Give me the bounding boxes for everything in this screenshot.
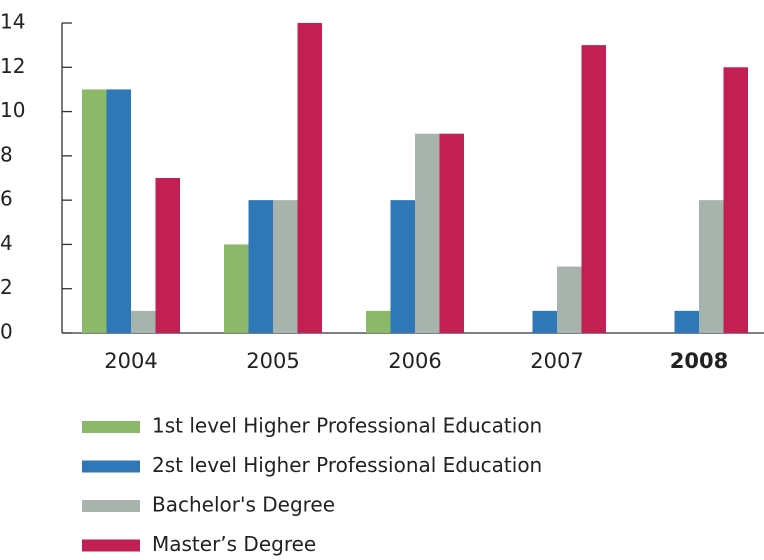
bar [155,178,180,333]
y-tick-label: 4 [0,231,13,255]
x-tick-label: 2008 [670,349,728,373]
bar [674,310,699,333]
bar [390,200,415,333]
legend-swatch [82,460,140,473]
bar [224,244,249,333]
y-tick-label: 0 [0,320,13,344]
bar [82,89,107,333]
y-tick-label: 10 [0,98,25,122]
bar [557,266,582,333]
y-tick-label: 6 [0,187,13,211]
y-tick-label: 14 [0,10,25,34]
legend-label: Bachelor's Degree [152,493,335,517]
x-tick-label: 2004 [104,349,157,373]
legend-label: Master’s Degree [152,532,316,556]
bar [297,23,322,333]
legend-label: 2st level Higher Professional Education [152,453,542,477]
legend-swatch [82,539,140,552]
y-tick-label: 12 [0,54,25,78]
bar [248,200,273,333]
legend-label: 1st level Higher Professional Education [152,414,542,438]
legend-swatch [82,421,140,433]
bar [273,200,298,333]
bar [723,67,748,334]
bar [532,310,557,333]
bar [131,310,156,333]
bar [366,310,391,333]
bar [699,200,724,333]
bar [415,133,440,333]
x-tick-label: 2006 [388,349,441,373]
bar [106,89,131,333]
legend-swatch [82,500,140,512]
x-tick-label: 2005 [246,349,299,373]
x-tick-label: 2007 [530,349,583,373]
bar [439,133,464,333]
bar [581,45,606,334]
y-tick-label: 8 [0,142,13,166]
y-tick-label: 2 [0,275,13,299]
